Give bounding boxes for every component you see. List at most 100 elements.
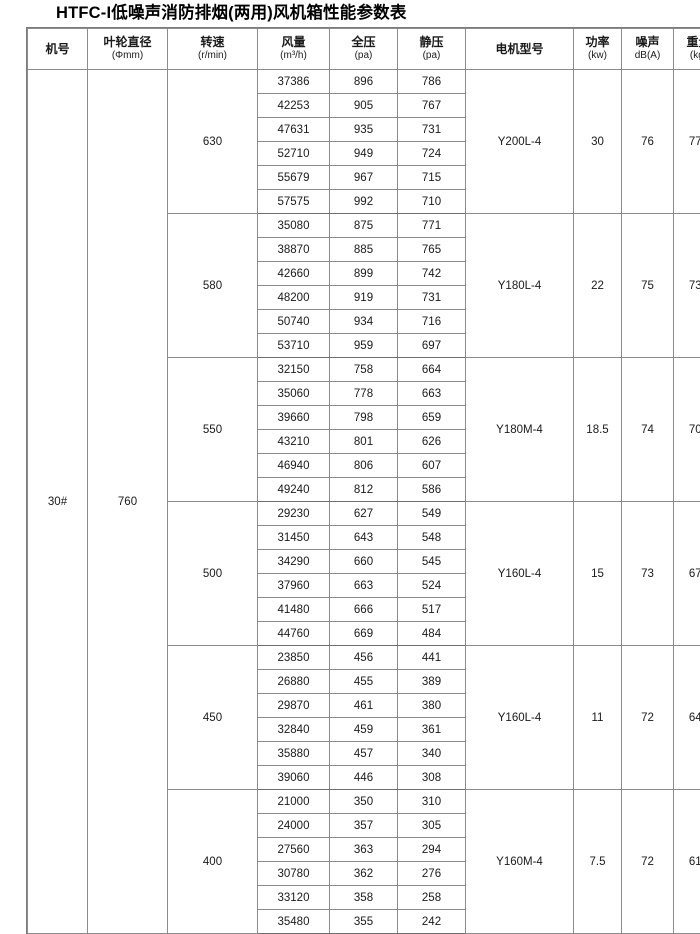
cell-total-pressure: 885 [330,238,398,262]
cell-rotation-speed: 450 [168,646,258,790]
cell-total-pressure: 457 [330,742,398,766]
cell-motor-model: Y200L-4 [466,70,574,214]
cell-static-pressure: 731 [398,118,466,142]
cell-total-pressure: 455 [330,670,398,694]
header-power: 功率(kw) [574,29,622,70]
cell-weight: 730 [674,214,700,358]
cell-total-pressure: 663 [330,574,398,598]
cell-power: 15 [574,502,622,646]
cell-total-pressure: 362 [330,862,398,886]
header-air-flow-unit: (m³/h) [258,50,329,63]
header-static-pressure: 静压(pa) [398,29,466,70]
cell-total-pressure: 778 [330,382,398,406]
cell-static-pressure: 607 [398,454,466,478]
cell-weight: 610 [674,790,700,934]
header-impeller-diameter-unit: (Φmm) [88,50,167,63]
cell-total-pressure: 627 [330,502,398,526]
fan-performance-table: 机号叶轮直径(Φmm)转速(r/min)风量(m³/h)全压(pa)静压(pa)… [27,28,700,934]
cell-static-pressure: 731 [398,286,466,310]
cell-weight: 772 [674,70,700,214]
cell-total-pressure: 461 [330,694,398,718]
cell-total-pressure: 798 [330,406,398,430]
cell-air-flow: 29870 [258,694,330,718]
page-title: HTFC-I低噪声消防排烟(两用)风机箱性能参数表 [0,0,700,27]
header-impeller-diameter: 叶轮直径(Φmm) [88,29,168,70]
cell-total-pressure: 355 [330,910,398,934]
header-air-flow-label: 风量 [258,35,329,50]
cell-motor-model: Y160M-4 [466,790,574,934]
cell-power: 30 [574,70,622,214]
cell-static-pressure: 626 [398,430,466,454]
cell-total-pressure: 899 [330,262,398,286]
cell-total-pressure: 806 [330,454,398,478]
cell-air-flow: 27560 [258,838,330,862]
cell-static-pressure: 586 [398,478,466,502]
cell-power: 22 [574,214,622,358]
cell-air-flow: 35060 [258,382,330,406]
cell-static-pressure: 484 [398,622,466,646]
cell-static-pressure: 361 [398,718,466,742]
cell-static-pressure: 548 [398,526,466,550]
cell-power: 18.5 [574,358,622,502]
cell-air-flow: 44760 [258,622,330,646]
cell-noise: 73 [622,502,674,646]
cell-air-flow: 35880 [258,742,330,766]
header-power-unit: (kw) [574,50,621,63]
cell-total-pressure: 905 [330,94,398,118]
cell-static-pressure: 310 [398,790,466,814]
header-rotation-speed-label: 转速 [168,35,257,50]
cell-total-pressure: 357 [330,814,398,838]
cell-total-pressure: 935 [330,118,398,142]
header-machine-no-label: 机号 [28,42,87,57]
cell-air-flow: 35480 [258,910,330,934]
cell-total-pressure: 875 [330,214,398,238]
cell-total-pressure: 896 [330,70,398,94]
cell-air-flow: 42660 [258,262,330,286]
cell-static-pressure: 771 [398,214,466,238]
header-air-flow: 风量(m³/h) [258,29,330,70]
cell-static-pressure: 664 [398,358,466,382]
cell-static-pressure: 258 [398,886,466,910]
cell-air-flow: 41480 [258,598,330,622]
cell-static-pressure: 340 [398,742,466,766]
header-total-pressure-unit: (pa) [330,50,397,63]
cell-air-flow: 53710 [258,334,330,358]
cell-weight: 675 [674,502,700,646]
table-body: 30#76063037386896786Y200L-43076772422539… [28,70,700,934]
header-power-label: 功率 [574,35,621,50]
cell-static-pressure: 380 [398,694,466,718]
cell-static-pressure: 308 [398,766,466,790]
cell-weight: 640 [674,646,700,790]
cell-air-flow: 49240 [258,478,330,502]
cell-static-pressure: 710 [398,190,466,214]
cell-air-flow: 55679 [258,166,330,190]
cell-static-pressure: 517 [398,598,466,622]
cell-noise: 74 [622,358,674,502]
cell-total-pressure: 350 [330,790,398,814]
cell-total-pressure: 919 [330,286,398,310]
cell-total-pressure: 967 [330,166,398,190]
cell-air-flow: 57575 [258,190,330,214]
cell-air-flow: 39060 [258,766,330,790]
cell-machine-no: 30# [28,70,88,934]
header-motor-model: 电机型号 [466,29,574,70]
cell-static-pressure: 765 [398,238,466,262]
cell-air-flow: 35080 [258,214,330,238]
cell-total-pressure: 959 [330,334,398,358]
cell-static-pressure: 524 [398,574,466,598]
cell-air-flow: 26880 [258,670,330,694]
cell-static-pressure: 716 [398,310,466,334]
cell-air-flow: 39660 [258,406,330,430]
cell-rotation-speed: 500 [168,502,258,646]
cell-static-pressure: 545 [398,550,466,574]
cell-weight: 705 [674,358,700,502]
cell-air-flow: 52710 [258,142,330,166]
cell-static-pressure: 742 [398,262,466,286]
cell-static-pressure: 305 [398,814,466,838]
cell-air-flow: 43210 [258,430,330,454]
cell-total-pressure: 758 [330,358,398,382]
cell-air-flow: 29230 [258,502,330,526]
header-rotation-speed: 转速(r/min) [168,29,258,70]
cell-total-pressure: 812 [330,478,398,502]
